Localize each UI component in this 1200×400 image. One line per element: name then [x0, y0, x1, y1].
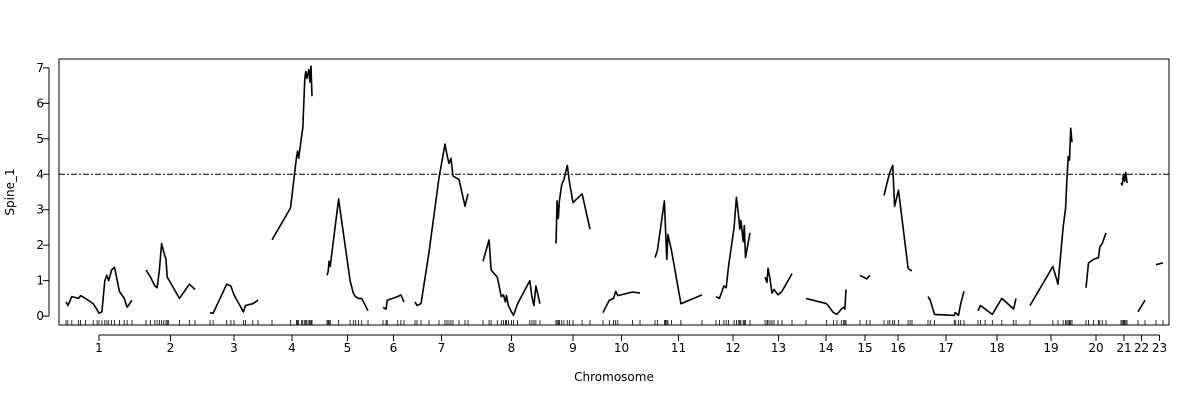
x-tick-label: 15: [857, 341, 872, 355]
lod-curve-chr-10: [602, 290, 641, 313]
x-tick-label: 23: [1152, 341, 1167, 355]
x-tick-label: 18: [989, 341, 1004, 355]
x-tick-label: 3: [230, 341, 238, 355]
lod-curve-chr-17: [927, 291, 965, 317]
lod-curve-chr-4: [271, 65, 313, 241]
y-axis: 0 1 2 3 4 5 6 7: [36, 61, 50, 323]
lod-curves: [65, 65, 1164, 317]
y-tick-label: 0: [36, 309, 44, 323]
x-tick-label: 22: [1134, 341, 1149, 355]
x-tick-label: 4: [288, 341, 296, 355]
x-tick-label: 10: [614, 341, 629, 355]
x-tick-label: 7: [438, 341, 446, 355]
lod-curve-chr-6: [382, 294, 405, 310]
lod-curve-chr-3: [209, 283, 259, 315]
lod-curve-chr-23: [1155, 262, 1164, 266]
y-tick-label: 5: [36, 132, 44, 146]
x-tick-label: 17: [938, 341, 953, 355]
lod-curve-chr-15: [859, 274, 871, 280]
x-tick-label: 1: [95, 341, 103, 355]
x-tick-label: 20: [1088, 341, 1103, 355]
x-tick-label: 19: [1043, 341, 1058, 355]
x-tick-label: 2: [167, 341, 175, 355]
y-tick-label: 4: [36, 167, 44, 181]
x-tick-label: 9: [569, 341, 577, 355]
x-tick-label: 11: [671, 341, 686, 355]
y-tick-label: 2: [36, 238, 44, 252]
lod-curve-chr-19: [1029, 127, 1073, 306]
lod-curve-chr-21: [1120, 171, 1128, 186]
x-tick-label: 16: [890, 341, 905, 355]
lod-curve-chr-9: [555, 164, 591, 244]
y-axis-label: Spine_1: [3, 168, 17, 215]
lod-curve-chr-8: [482, 239, 541, 317]
x-tick-label: 8: [508, 341, 516, 355]
lod-curve-chr-2: [145, 242, 196, 300]
lod-curve-chr-1: [65, 266, 133, 315]
x-tick-label: 12: [725, 341, 740, 355]
lod-curve-chr-22: [1137, 299, 1146, 313]
y-tick-label: 7: [36, 61, 44, 75]
y-tick-label: 6: [36, 96, 44, 110]
plot-frame: [58, 58, 1170, 326]
x-tick-label: 6: [390, 341, 398, 355]
marker-rug: [65, 320, 1164, 325]
lod-curve-chr-13: [764, 267, 793, 296]
x-tick-label: 14: [818, 341, 833, 355]
x-tick-label: 5: [344, 341, 352, 355]
lod-curve-chr-14: [805, 289, 847, 316]
x-tick-label: 21: [1116, 341, 1131, 355]
y-tick-label: 3: [36, 203, 44, 217]
lod-curve-chr-20: [1085, 232, 1107, 288]
y-tick-label: 1: [36, 274, 44, 288]
lod-curve-chr-12: [715, 196, 751, 300]
lod-curve-chr-7: [414, 143, 469, 307]
x-tick-label: 13: [771, 341, 786, 355]
lod-curve-chr-18: [977, 297, 1017, 316]
lod-curve-chr-5: [326, 198, 369, 312]
x-axis-label: Chromosome: [574, 370, 654, 384]
lod-curve-chr-11: [654, 200, 703, 305]
lod-curve-chr-16: [883, 164, 913, 272]
x-axis: 1 2 3 4 5 6 7 8 9 10 11 12 13 14 15 16 17 18 19 20 21 22 23: [95, 334, 1167, 355]
